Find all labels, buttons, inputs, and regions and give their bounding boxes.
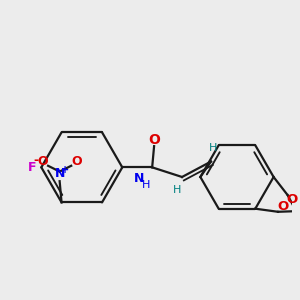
Text: N: N (134, 172, 144, 185)
Text: O: O (37, 155, 48, 168)
Text: O: O (287, 194, 298, 206)
Text: H: H (142, 180, 150, 190)
Text: O: O (277, 200, 288, 214)
Text: O: O (72, 155, 82, 168)
Text: H: H (209, 143, 217, 153)
Text: O: O (148, 134, 160, 147)
Text: H: H (173, 185, 182, 196)
Text: -: - (33, 154, 38, 167)
Text: F: F (27, 161, 36, 174)
Text: +: + (61, 165, 70, 175)
Text: N: N (55, 167, 65, 180)
